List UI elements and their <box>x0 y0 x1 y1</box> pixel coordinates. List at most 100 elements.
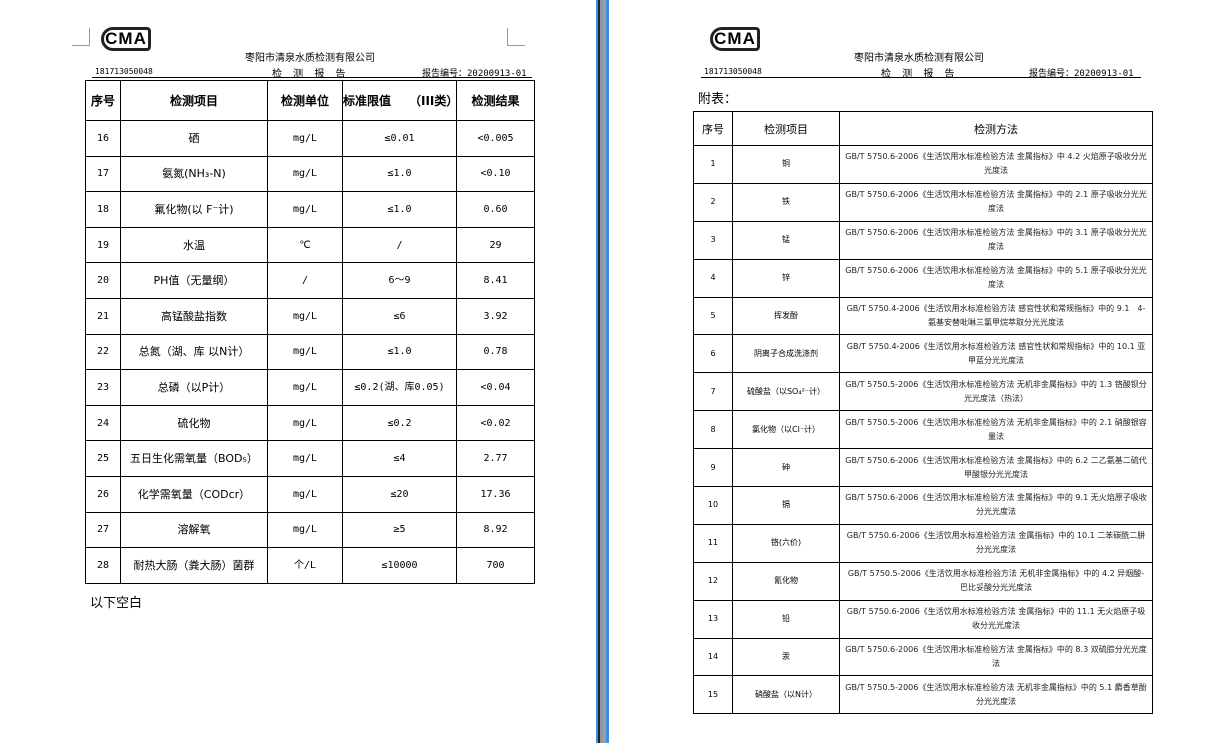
company-name: 枣阳市清泉水质检测有限公司 <box>245 53 375 64</box>
table-row: 12 氰化物 GB/T 5750.5-2006《生活饮用水标准检验方法 无机非金属指… <box>693 561 1153 601</box>
table-row: 24 硫化物 mg/L ≤0.2 <0.02 <box>85 404 535 442</box>
table-row: 14 汞 GB/T 5750.6-2006《生活饮用水标准检验方法 金属指标》中的 … <box>693 637 1153 677</box>
cell-result: <0.02 <box>456 404 535 442</box>
cell-item: 阴离子合成洗涤剂 <box>732 334 840 374</box>
cell-item: 硒 <box>120 120 268 157</box>
cell-no: 5 <box>693 296 733 336</box>
cell-unit: mg/L <box>267 297 343 335</box>
cell-item: 镉 <box>732 486 840 525</box>
cell-item: 高锰酸盐指数 <box>120 297 268 335</box>
table-row: 3 锰 GB/T 5750.6-2006《生活饮用水标准检验方法 金属指标》中的 3… <box>693 220 1153 260</box>
cell-item: 氯化物（以Cl⁻计） <box>732 410 840 450</box>
cell-item: 总氮（湖、库 以N计） <box>120 333 268 371</box>
cell-result: 17.36 <box>456 475 535 513</box>
cma-logo: CMA <box>101 27 151 51</box>
cell-no: 10 <box>693 486 733 525</box>
cell-unit: mg/L <box>267 475 343 513</box>
report-number: 报告编号：20200913-01 <box>422 69 527 79</box>
table-row: 16 硒 mg/L ≤0.01 <0.005 <box>85 120 535 157</box>
table-row: 6 阴离子合成洗涤剂 GB/T 5750.4-2006《生活饮用水标准检验方法 感官… <box>693 334 1153 374</box>
cell-no: 23 <box>85 369 121 406</box>
table-row: 20 PH值（无量纲）/6～9 8.41 <box>85 262 535 299</box>
cell-method: GB/T 5750.5-2006《生活饮用水标准检验方法 无机非金属指标》中的 … <box>839 372 1153 412</box>
company-name: 枣阳市清泉水质检测有限公司 <box>854 53 984 64</box>
cell-no: 16 <box>85 120 121 157</box>
cell-no: 12 <box>693 561 733 601</box>
cell-no: 27 <box>85 511 121 549</box>
header-col-method: 检测方法 <box>839 111 1153 146</box>
cell-no: 26 <box>85 475 121 513</box>
table-row: 9 砷 GB/T 5750.6-2006《生活饮用水标准检验方法 金属指标》中的 6… <box>693 448 1153 488</box>
cell-result: 0.78 <box>456 333 535 371</box>
table-row: 4 锌 GB/T 5750.6-2006《生活饮用水标准检验方法 金属指标》中的 5… <box>693 258 1153 298</box>
cell-result: <0.10 <box>456 155 535 193</box>
results-table: 序号 检测项目 检测单位 标准限值 （III类） 检测结果 16 硒 mg/L ≤0.01 <0… <box>85 80 535 584</box>
cell-item: 氟化物(以 F⁻计) <box>120 191 268 228</box>
cell-method: GB/T 5750.5-2006《生活饮用水标准检验方法 无机非金属指标》中的 … <box>839 675 1153 715</box>
cell-item: 水温 <box>120 226 268 264</box>
table-row: 17 氨氮(NH₃-N) mg/L ≤1.0 <0.10 <box>85 155 535 193</box>
cell-limit: ≤0.01 <box>342 120 457 157</box>
table-row: 1 铜 GB/T 5750.6-2006《生活饮用水标准检验方法 金属指标》中 4.… <box>693 145 1153 184</box>
cell-item: 溶解氧 <box>120 511 268 549</box>
cell-item: 耐热大肠（粪大肠）菌群 <box>120 547 268 584</box>
cell-item: PH值（无量纲） <box>120 262 268 299</box>
table-row: 22 总氮（湖、库 以N计） mg/L ≤1.0 0.78 <box>85 333 535 371</box>
table-row: 28 耐热大肠（粪大肠）菌群 个/L ≤10000 700 <box>85 547 535 584</box>
header-col-item: 检测项目 <box>120 80 268 121</box>
cell-unit: / <box>267 262 343 299</box>
cell-limit: ≤4 <box>342 440 457 477</box>
cell-unit: mg/L <box>267 155 343 193</box>
cell-method: GB/T 5750.4-2006《生活饮用水标准检验方法 感官性状和常规指标》中… <box>839 296 1153 336</box>
cma-logo-text: CMA <box>714 29 756 48</box>
methods-table: 序号 检测项目 检测方法 1 铜 GB/T 5750.6-2006《生活饮用水标准检验方… <box>693 111 1153 715</box>
cell-method: GB/T 5750.6-2006《生活饮用水标准检验方法 金属指标》中的 8.3… <box>839 637 1153 677</box>
cell-no: 13 <box>693 599 733 639</box>
page-divider <box>596 0 609 743</box>
cell-method: GB/T 5750.6-2006《生活饮用水标准检验方法 金属指标》中的 3.1… <box>839 220 1153 260</box>
header-col-limit: 标准限值 （III类） <box>342 80 458 121</box>
crop-mark <box>507 28 525 46</box>
cell-result: 2.77 <box>456 440 535 477</box>
cell-method: GB/T 5750.6-2006《生活饮用水标准检验方法 金属指标》中的 2.1… <box>839 182 1153 222</box>
cell-no: 17 <box>85 155 121 193</box>
cell-method: GB/T 5750.6-2006《生活饮用水标准检验方法 金属指标》中的 6.2… <box>839 448 1153 488</box>
header-col-item: 检测项目 <box>732 111 840 146</box>
cell-no: 7 <box>693 372 733 412</box>
cell-limit: ≤1.0 <box>342 333 457 371</box>
cell-no: 25 <box>85 440 121 477</box>
cell-item: 铜 <box>732 145 840 184</box>
cell-no: 4 <box>693 258 733 298</box>
cell-no: 1 <box>693 145 733 184</box>
report-number: 报告编号：20200913-01 <box>1029 69 1134 79</box>
table-row: 13 铅 GB/T 5750.6-2006《生活饮用水标准检验方法 金属指标》中的 … <box>693 599 1153 639</box>
doc-title: 检 测 报 告 <box>272 69 350 80</box>
cell-limit: ≤1.0 <box>342 155 457 193</box>
appendix-caption: 附表： <box>698 92 738 107</box>
cell-no: 9 <box>693 448 733 488</box>
table-row: 7 硫酸盐（以SO₄²⁻计） GB/T 5750.5-2006《生活饮用水标准检验方… <box>693 372 1153 412</box>
cell-item: 五日生化需氧量（BOD₅） <box>120 440 268 477</box>
table-row: 25 五日生化需氧量（BOD₅） mg/L ≤4 2.77 <box>85 440 535 477</box>
cell-item: 氨氮(NH₃-N) <box>120 155 268 193</box>
table-row: 23 总磷（以P计） mg/L ≤0.2(湖、库0.05) <0.04 <box>85 369 535 406</box>
cell-item: 铅 <box>732 599 840 639</box>
table-row: 5 挥发酚 GB/T 5750.4-2006《生活饮用水标准检验方法 感官性状和常规… <box>693 296 1153 336</box>
report-page-left: CMA 枣阳市清泉水质检测有限公司 181713050048 检 测 报 告 报… <box>0 0 596 743</box>
header-col-unit: 检测单位 <box>267 80 343 121</box>
cell-result: 0.60 <box>456 191 535 228</box>
cell-result: 8.92 <box>456 511 535 549</box>
cell-limit: ≤10000 <box>342 547 457 584</box>
header-rule <box>701 77 1141 78</box>
cell-limit: ≤0.2(湖、库0.05) <box>342 369 457 406</box>
header-col-result: 检测结果 <box>456 80 535 121</box>
header-col-no: 序号 <box>85 80 121 121</box>
cell-limit: ≤20 <box>342 475 457 513</box>
header-rule <box>92 77 532 78</box>
cell-no: 6 <box>693 334 733 374</box>
cell-item: 化学需氧量（CODcr） <box>120 475 268 513</box>
cell-item: 挥发酚 <box>732 296 840 336</box>
cell-no: 2 <box>693 182 733 222</box>
cma-logo: CMA <box>710 27 760 51</box>
cell-method: GB/T 5750.5-2006《生活饮用水标准检验方法 无机非金属指标》中的 … <box>839 410 1153 450</box>
